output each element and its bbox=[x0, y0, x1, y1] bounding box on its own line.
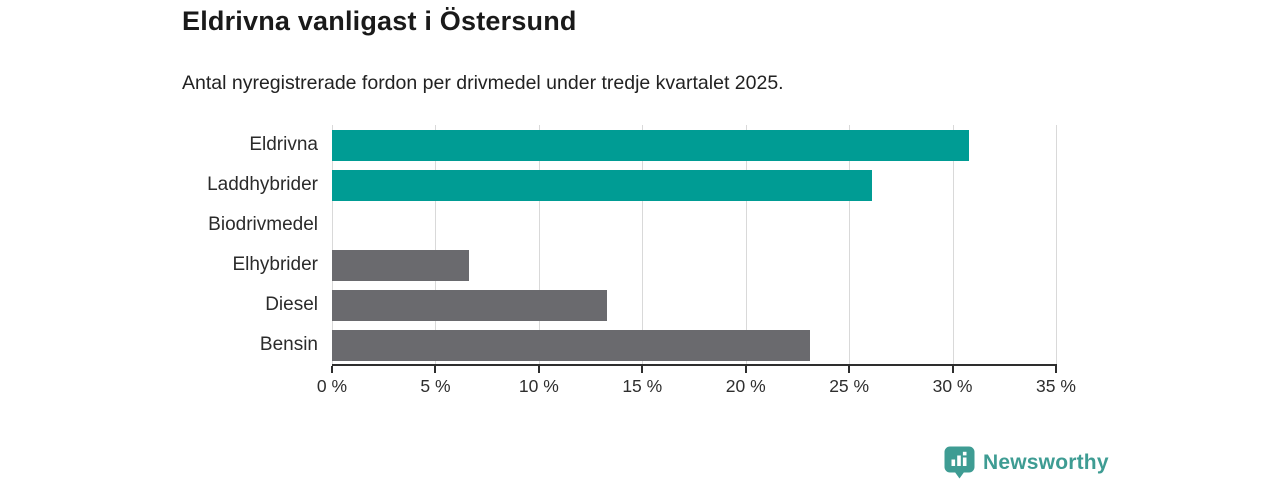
category-label: Diesel bbox=[265, 294, 318, 315]
gridline bbox=[642, 125, 644, 365]
newsworthy-logo-icon bbox=[944, 446, 975, 479]
tick-mark bbox=[641, 366, 644, 373]
chart-title: Eldrivna vanligast i Östersund bbox=[182, 6, 577, 36]
x-axis-line bbox=[332, 364, 1057, 366]
brand-footer: Newsworthy bbox=[944, 446, 1109, 479]
tick-label: 30 % bbox=[932, 376, 973, 396]
brand-name: Newsworthy bbox=[983, 450, 1109, 474]
gridline bbox=[332, 125, 333, 365]
category-label: Bensin bbox=[259, 334, 318, 355]
tick-label: 0 % bbox=[316, 376, 348, 396]
tick-label: 5 % bbox=[420, 376, 451, 396]
tick-label: 15 % bbox=[622, 376, 663, 396]
gridline bbox=[952, 125, 954, 365]
gridline bbox=[538, 125, 540, 365]
tick-mark bbox=[537, 366, 540, 373]
category-label: Biodrivmedel bbox=[208, 214, 318, 235]
tick-mark bbox=[1055, 366, 1057, 373]
bar-elhybrider bbox=[332, 250, 469, 281]
gridline bbox=[435, 125, 437, 365]
bar-diesel bbox=[332, 290, 608, 321]
bar-chart-plot bbox=[332, 125, 1057, 365]
category-label: Elhybrider bbox=[232, 254, 318, 275]
category-label: Eldrivna bbox=[249, 134, 318, 155]
tick-mark bbox=[331, 366, 333, 373]
tick-mark bbox=[951, 366, 954, 373]
tick-label: 20 % bbox=[725, 376, 766, 396]
bar-laddhybrider bbox=[332, 170, 872, 201]
x-axis: 0 % 5 % 10 % 15 % 20 % 25 % 30 % 35 % bbox=[317, 364, 1076, 404]
tick-mark bbox=[434, 366, 437, 373]
bar-eldrivna bbox=[332, 130, 970, 161]
bar-bensin bbox=[332, 330, 810, 361]
gridline bbox=[745, 125, 747, 365]
tick-label: 10 % bbox=[518, 376, 559, 396]
tick-label: 25 % bbox=[829, 376, 870, 396]
gridline bbox=[1056, 125, 1057, 365]
tick-label: 35 % bbox=[1036, 376, 1076, 396]
tick-mark bbox=[848, 366, 851, 373]
gridline bbox=[849, 125, 851, 365]
tick-mark bbox=[744, 366, 747, 373]
chart-subtitle: Antal nyregistrerade fordon per drivmede… bbox=[182, 72, 784, 94]
category-label: Laddhybrider bbox=[207, 174, 318, 195]
